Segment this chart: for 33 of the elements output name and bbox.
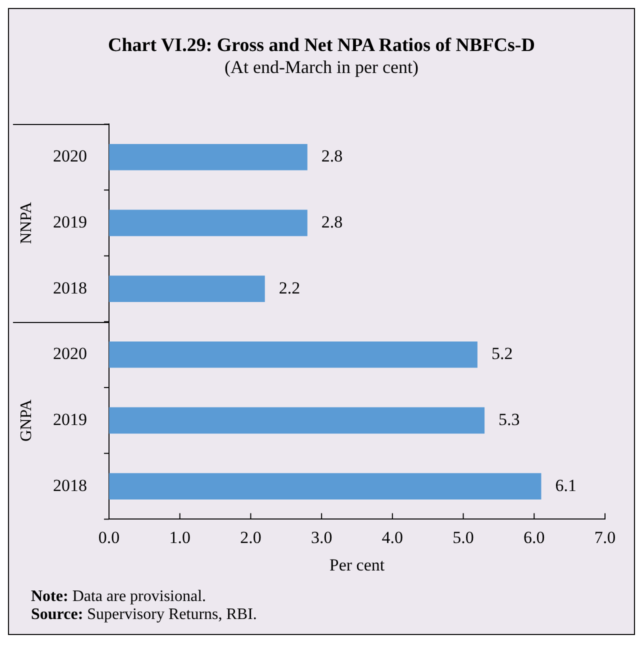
y-tick-label: 2020	[53, 146, 87, 166]
y-tick-label: 2020	[53, 344, 87, 364]
x-tick-label: 0.0	[98, 528, 120, 547]
data-label: 2.8	[321, 212, 343, 232]
x-tick-label: 3.0	[310, 528, 332, 547]
chart-subtitle: (At end-March in per cent)	[224, 57, 420, 78]
chart-title: Chart VI.29: Gross and Net NPA Ratios of NBFCs-D	[107, 35, 536, 57]
bar	[109, 341, 478, 368]
data-label: 5.3	[498, 410, 520, 429]
data-label: 2.8	[321, 146, 343, 166]
x-tick-label: 1.0	[169, 528, 190, 547]
data-label: 5.2	[491, 344, 513, 364]
y-tick-label: 2018	[53, 476, 87, 495]
y-tick-label: 2019	[53, 212, 87, 232]
text: NNPA	[18, 201, 36, 244]
bar	[109, 407, 485, 434]
bar	[109, 276, 265, 302]
bar	[109, 210, 308, 236]
y-tick-label: 2018	[53, 278, 87, 298]
data-label: 2.2	[278, 278, 300, 298]
bar	[109, 144, 308, 170]
text: Note: Data are provisional.	[31, 588, 206, 605]
x-tick-label: 6.0	[524, 528, 545, 547]
source-note: Source: Supervisory Returns, RBI.	[31, 606, 257, 623]
x-axis-title: Per cent	[329, 555, 385, 574]
y-tick-label: 2019	[53, 410, 87, 429]
text: GNPA	[18, 398, 36, 442]
x-tick-label: 2.0	[240, 528, 262, 547]
x-tick-label: 7.0	[594, 528, 616, 547]
bar	[109, 473, 542, 500]
x-tick-label: 4.0	[382, 528, 404, 547]
x-tick-label: 5.0	[452, 528, 474, 547]
data-label: 6.1	[555, 476, 576, 495]
